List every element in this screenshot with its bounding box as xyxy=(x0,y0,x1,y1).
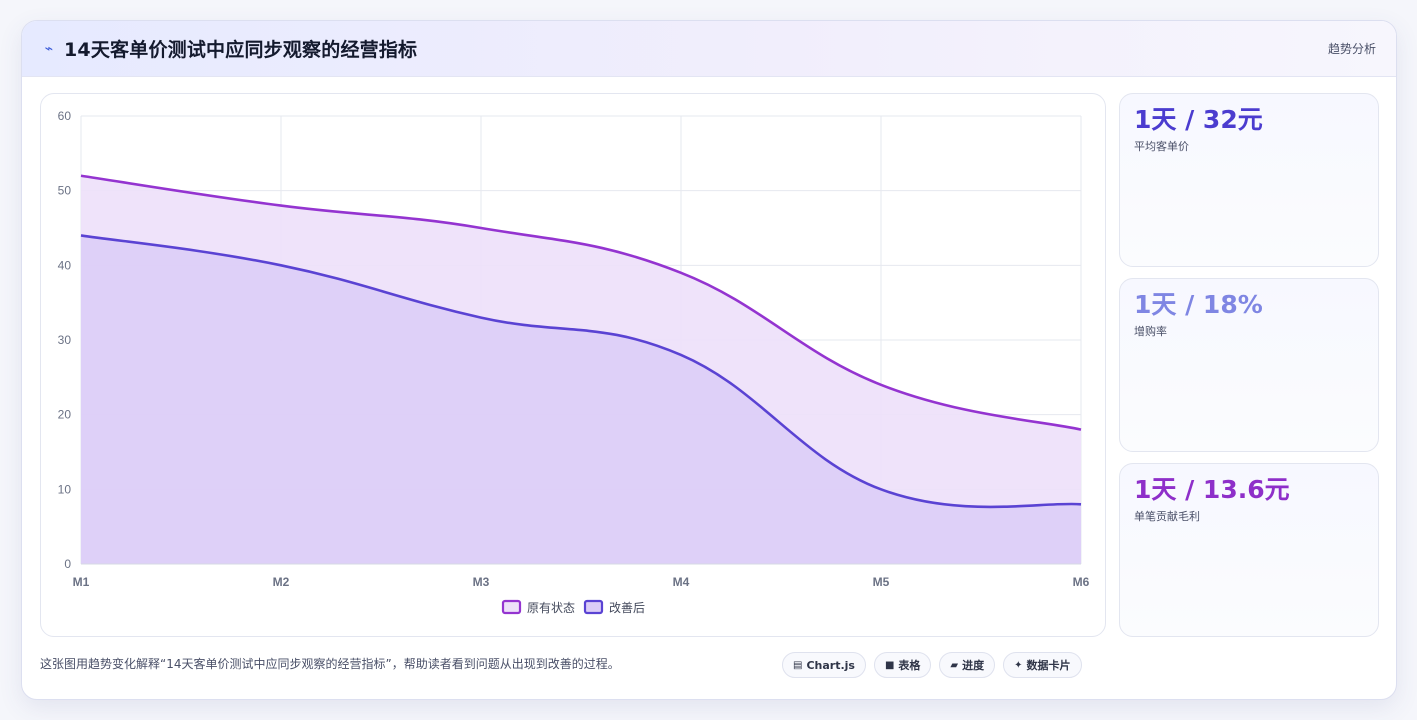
kpi-label: 单笔贡献毛利 xyxy=(1134,510,1200,523)
x-tick-label: M3 xyxy=(473,575,490,589)
chip-label: 进度 xyxy=(962,659,985,672)
series-area-1 xyxy=(81,235,1081,564)
kpi-card-avg-price: 1天 / 32元 平均客单价 xyxy=(1119,93,1379,267)
chip-label: 表格 xyxy=(898,659,921,672)
legend-swatch xyxy=(501,599,522,615)
series-line-1 xyxy=(80,234,1082,509)
y-tick-label: 0 xyxy=(64,557,71,571)
chart-panel: 0 10 20 30 40 50 60 M1 M2 M3 M4 M5 M6 原有状态 改善后 xyxy=(40,93,1106,637)
y-tick-label: 30 xyxy=(58,333,72,347)
chip-label: 数据卡片 xyxy=(1026,659,1071,672)
x-tick-label: M6 xyxy=(1073,575,1090,589)
x-tick-label: M5 xyxy=(873,575,890,589)
table-icon: ■ xyxy=(884,659,895,671)
x-tick-label: M4 xyxy=(673,575,690,589)
legend-label: 原有状态 xyxy=(527,601,575,615)
chart-icon: ▤ xyxy=(793,659,803,671)
x-tick-label: M2 xyxy=(273,575,290,589)
progress-icon: ▰ xyxy=(950,659,959,671)
y-tick-label: 40 xyxy=(58,258,72,272)
chip-table[interactable]: ■ 表格 xyxy=(873,652,932,678)
kpi-value: 1天 / 32元 xyxy=(1134,105,1263,134)
trend-icon: ⌁ xyxy=(44,40,54,57)
kpi-card-gross-margin: 1天 / 13.6元 单笔贡献毛利 xyxy=(1119,463,1379,637)
y-tick-label: 10 xyxy=(58,482,72,496)
x-tick-label: M1 xyxy=(73,575,90,589)
kpi-value: 1天 / 13.6元 xyxy=(1134,475,1290,504)
tag-chips: ▤ Chart.js ■ 表格 ▰ 进度 ✦ 数据卡片 xyxy=(782,652,1082,678)
sparkle-icon: ✦ xyxy=(1014,659,1023,671)
y-tick-label: 20 xyxy=(58,408,72,422)
kpi-label: 增购率 xyxy=(1134,325,1167,338)
chip-data-card[interactable]: ✦ 数据卡片 xyxy=(1003,652,1082,678)
card-header: ⌁ 14天客单价测试中应同步观察的经营指标 趋势分析 xyxy=(22,21,1396,77)
kpi-value: 1天 / 18% xyxy=(1134,290,1263,319)
chip-chartjs[interactable]: ▤ Chart.js xyxy=(782,652,866,678)
series-line-0 xyxy=(80,174,1082,431)
area-chart: 0 10 20 30 40 50 60 M1 M2 M3 M4 M5 M6 原有状态 改善后 xyxy=(58,109,1090,615)
chart-description: 这张图用趋势变化解释“14天客单价测试中应同步观察的经营指标”，帮助读者看到问题… xyxy=(40,657,620,671)
kpi-card-upsell-rate: 1天 / 18% 增购率 xyxy=(1119,278,1379,452)
trend-analysis-link[interactable]: 趋势分析 xyxy=(1327,42,1376,56)
kpi-label: 平均客单价 xyxy=(1134,140,1189,153)
chip-progress[interactable]: ▰ 进度 xyxy=(939,652,996,678)
chip-label: Chart.js xyxy=(806,658,855,672)
chart-card: ⌁ 14天客单价测试中应同步观察的经营指标 趋势分析 0 10 20 30 40 50 60… xyxy=(21,20,1397,700)
legend-swatch xyxy=(583,599,604,615)
title-wrap: ⌁ 14天客单价测试中应同步观察的经营指标 xyxy=(42,35,417,62)
legend-label: 改善后 xyxy=(609,600,645,615)
y-tick-label: 50 xyxy=(58,184,72,198)
page-title: 14天客单价测试中应同步观察的经营指标 xyxy=(64,39,418,61)
y-tick-label: 60 xyxy=(58,109,72,123)
